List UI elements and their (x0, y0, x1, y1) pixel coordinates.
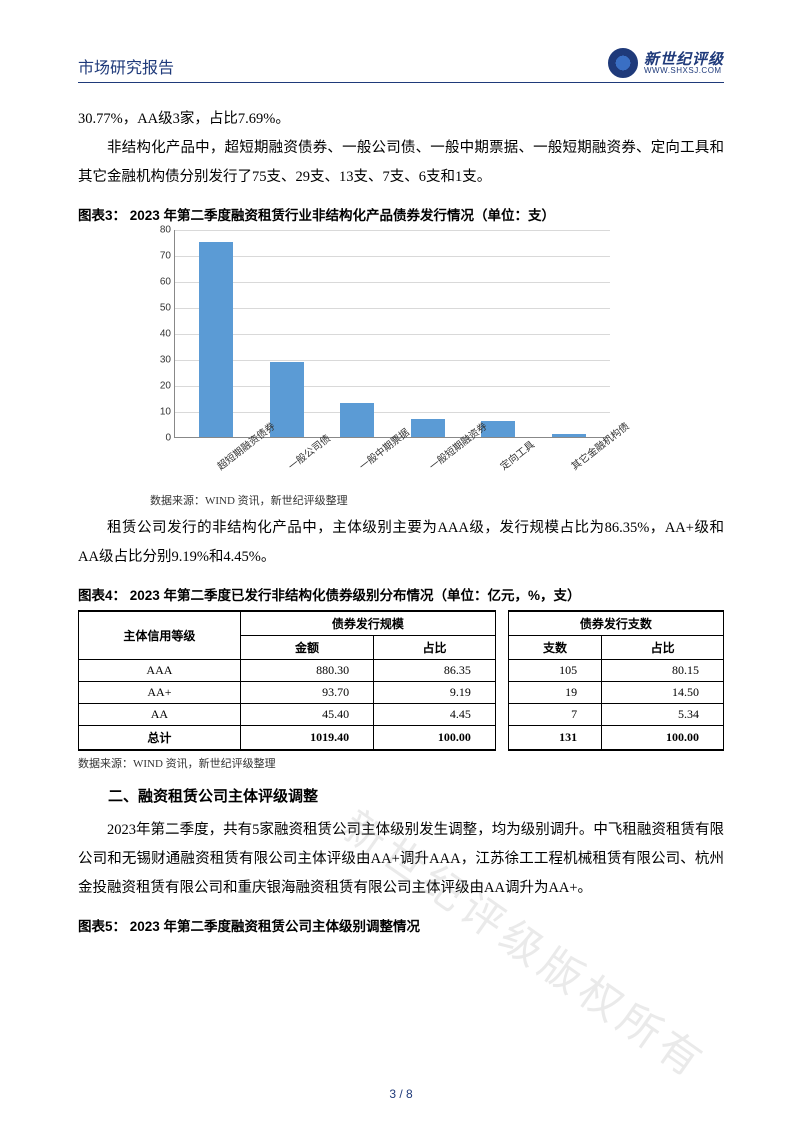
th-group2: 债券发行支数 (508, 611, 723, 636)
table-row-total: 总计1019.40100.00131100.00 (79, 726, 724, 751)
x-label: 其它金融机构债 (567, 440, 603, 473)
y-tick: 20 (149, 381, 171, 392)
x-label: 一般公司债 (284, 440, 320, 473)
x-label: 定向工具 (496, 440, 532, 473)
th-group1: 债券发行规模 (240, 611, 495, 636)
figure4-caption: 图表4： 2023 年第二季度已发行非结构化债券级别分布情况（单位：亿元，%，支… (78, 584, 724, 604)
cell-grade: AA (79, 704, 241, 726)
cell-total-label: 总计 (79, 726, 241, 751)
y-tick: 0 (149, 433, 171, 444)
th-count: 支数 (508, 636, 601, 660)
paragraph-1: 30.77%，AA级3家，占比7.69%。 (78, 105, 724, 134)
y-tick: 80 (149, 225, 171, 236)
cell-amount: 880.30 (240, 660, 373, 682)
logo-cn: 新世纪评级 (644, 52, 724, 67)
y-tick: 70 (149, 251, 171, 262)
logo-icon (608, 48, 638, 78)
cell-count: 131 (508, 726, 601, 751)
th-pct1: 占比 (374, 636, 496, 660)
th-grade: 主体信用等级 (79, 611, 241, 660)
logo-url: WWW.SHXSJ.COM (644, 67, 724, 75)
header-title: 市场研究报告 (78, 54, 174, 78)
col-gap (495, 660, 508, 682)
table-row: AA45.404.45 75.34 (79, 704, 724, 726)
cell-count: 105 (508, 660, 601, 682)
cell-amount: 45.40 (240, 704, 373, 726)
cell-pct1: 9.19 (374, 682, 496, 704)
col-gap (495, 726, 508, 751)
th-amount: 金额 (240, 636, 373, 660)
figure3-caption: 图表3： 2023 年第二季度融资租赁行业非结构化产品债券发行情况（单位：支） (78, 204, 724, 224)
paragraph-4: 2023年第二季度，共有5家融资租赁公司主体级别发生调整，均为级别调升。中飞租融… (78, 816, 724, 903)
y-tick: 10 (149, 407, 171, 418)
cell-pct2: 5.34 (602, 704, 724, 726)
figure3-source: 数据来源：WIND 资讯，新世纪评级整理 (150, 492, 724, 508)
bar (340, 403, 374, 437)
x-label: 一般短期融资券 (426, 440, 462, 473)
cell-pct1: 100.00 (374, 726, 496, 751)
brand-logo: 新世纪评级 WWW.SHXSJ.COM (608, 48, 724, 78)
th-pct2: 占比 (602, 636, 724, 660)
cell-count: 7 (508, 704, 601, 726)
col-gap (495, 704, 508, 726)
bar (199, 242, 233, 437)
figure3-chart: 01020304050607080 超短期融资债券一般公司债一般中期票据一般短期… (150, 230, 610, 438)
y-tick: 30 (149, 355, 171, 366)
bar (552, 434, 586, 437)
cell-amount: 1019.40 (240, 726, 373, 751)
cell-pct2: 14.50 (602, 682, 724, 704)
cell-pct1: 86.35 (374, 660, 496, 682)
y-tick: 50 (149, 303, 171, 314)
figure4-table: 主体信用等级 债券发行规模 债券发行支数 金额 占比 支数 占比 AAA880.… (78, 610, 724, 751)
table-row: AAA880.3086.35 10580.15 (79, 660, 724, 682)
cell-count: 19 (508, 682, 601, 704)
cell-grade: AAA (79, 660, 241, 682)
cell-grade: AA+ (79, 682, 241, 704)
cell-pct2: 100.00 (602, 726, 724, 751)
page-header: 市场研究报告 新世纪评级 WWW.SHXSJ.COM (78, 48, 724, 83)
paragraph-3: 租赁公司发行的非结构化产品中，主体级别主要为AAA级，发行规模占比为86.35%… (78, 514, 724, 572)
bar (411, 419, 445, 437)
col-gap (495, 611, 508, 660)
cell-pct2: 80.15 (602, 660, 724, 682)
x-label: 超短期融资债券 (214, 440, 250, 473)
figure4-source: 数据来源：WIND 资讯，新世纪评级整理 (78, 755, 724, 771)
table-row: AA+93.709.19 1914.50 (79, 682, 724, 704)
col-gap (495, 682, 508, 704)
figure5-caption: 图表5： 2023 年第二季度融资租赁公司主体级别调整情况 (78, 915, 724, 935)
page-footer: 3 / 8 (0, 1087, 802, 1101)
cell-pct1: 4.45 (374, 704, 496, 726)
cell-amount: 93.70 (240, 682, 373, 704)
y-tick: 60 (149, 277, 171, 288)
paragraph-2: 非结构化产品中，超短期融资债券、一般公司债、一般中期票据、一般短期融资券、定向工… (78, 134, 724, 192)
section-2-heading: 二、融资租赁公司主体评级调整 (78, 785, 724, 806)
y-tick: 40 (149, 329, 171, 340)
x-label: 一般中期票据 (355, 440, 391, 473)
